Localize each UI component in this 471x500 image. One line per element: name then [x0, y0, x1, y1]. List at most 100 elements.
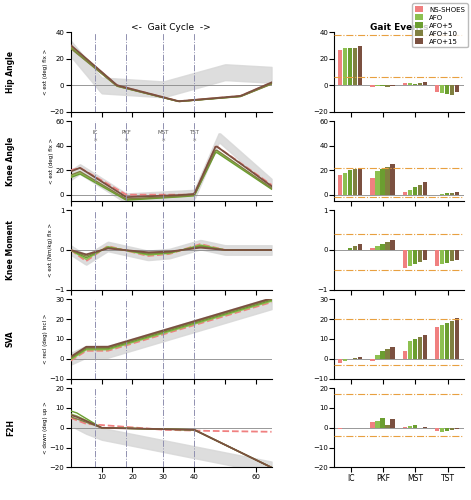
Bar	[385, 349, 390, 358]
Bar	[423, 182, 427, 194]
Y-axis label: < ext (deg) flx >: < ext (deg) flx >	[49, 138, 54, 184]
Bar	[408, 250, 412, 266]
Bar	[375, 355, 380, 358]
Text: Knee Angle: Knee Angle	[6, 136, 15, 186]
Bar	[450, 428, 455, 430]
Bar	[455, 250, 460, 260]
Bar	[370, 422, 374, 428]
Bar	[408, 190, 412, 194]
Y-axis label: < ext (Nm/kg) flx >: < ext (Nm/kg) flx >	[48, 223, 53, 277]
Bar	[408, 426, 412, 428]
Bar	[403, 351, 407, 358]
Bar	[455, 428, 460, 429]
Bar	[343, 172, 347, 195]
Bar	[450, 193, 455, 194]
Bar	[403, 427, 407, 428]
Bar	[358, 357, 362, 358]
Bar	[413, 250, 417, 264]
Bar	[375, 246, 380, 250]
Bar	[385, 425, 390, 428]
Bar	[370, 178, 374, 194]
Bar	[348, 170, 352, 194]
Bar	[440, 428, 445, 432]
Bar	[338, 428, 342, 429]
Bar	[450, 86, 455, 94]
Bar	[348, 48, 352, 86]
Text: SVA: SVA	[6, 330, 15, 347]
Bar	[375, 421, 380, 428]
Legend: NS-SHOES, AFO, AFO+5, AFO+10, AFO+15: NS-SHOES, AFO, AFO+5, AFO+10, AFO+15	[412, 4, 468, 48]
Bar	[440, 86, 445, 94]
Bar	[440, 325, 445, 358]
Bar	[403, 250, 407, 268]
Bar	[408, 84, 412, 86]
Bar	[418, 185, 422, 194]
Bar	[390, 240, 395, 250]
Bar	[385, 166, 390, 194]
Bar	[435, 327, 439, 358]
Text: Hip Angle: Hip Angle	[6, 51, 15, 93]
Y-axis label: < recl (deg) incl >: < recl (deg) incl >	[43, 314, 48, 364]
Bar	[381, 244, 385, 250]
Bar	[445, 86, 449, 94]
Bar	[423, 82, 427, 86]
Bar	[390, 419, 395, 428]
Bar	[338, 50, 342, 86]
Bar	[418, 84, 422, 86]
Text: *: *	[125, 138, 128, 143]
Bar	[455, 86, 460, 92]
Text: Knee Moment: Knee Moment	[6, 220, 15, 280]
Bar	[418, 250, 422, 262]
Bar	[435, 86, 439, 92]
Bar	[338, 358, 342, 362]
Bar	[450, 321, 455, 358]
Text: IC: IC	[93, 130, 98, 135]
Bar	[418, 337, 422, 358]
Bar	[338, 175, 342, 195]
Y-axis label: < down (deg) up >: < down (deg) up >	[43, 402, 48, 454]
Bar	[390, 347, 395, 358]
Bar	[370, 248, 374, 250]
Text: *: *	[162, 138, 165, 143]
Text: F2H: F2H	[6, 420, 15, 436]
Title: <-  Gait Cycle  ->: <- Gait Cycle ->	[131, 22, 211, 32]
Bar	[423, 335, 427, 358]
Bar	[358, 168, 362, 194]
Bar	[358, 244, 362, 250]
Bar	[353, 246, 357, 250]
Bar	[375, 172, 380, 194]
Bar	[423, 250, 427, 260]
Bar	[440, 250, 445, 264]
Text: TST: TST	[189, 130, 199, 135]
Bar	[445, 428, 449, 431]
Bar	[385, 242, 390, 250]
Text: PKF: PKF	[122, 130, 131, 135]
Bar	[348, 248, 352, 250]
Bar	[450, 250, 455, 261]
Bar	[445, 250, 449, 262]
Bar	[403, 83, 407, 86]
Bar	[343, 358, 347, 360]
Bar	[370, 358, 374, 360]
Bar	[455, 318, 460, 358]
Bar	[381, 351, 385, 358]
Bar	[413, 339, 417, 358]
Bar	[413, 188, 417, 194]
Bar	[358, 46, 362, 86]
Bar	[423, 427, 427, 428]
Bar	[455, 192, 460, 194]
Bar	[353, 169, 357, 194]
Bar	[445, 323, 449, 358]
Text: MST: MST	[158, 130, 169, 135]
Text: *: *	[94, 138, 97, 143]
Title: Gait Events: Gait Events	[370, 22, 429, 32]
Y-axis label: < ext (deg) flx >: < ext (deg) flx >	[43, 49, 48, 96]
Bar	[403, 192, 407, 194]
Bar	[390, 164, 395, 194]
Bar	[353, 48, 357, 86]
Bar	[435, 428, 439, 431]
Bar	[413, 84, 417, 86]
Text: *: *	[193, 138, 196, 143]
Bar	[408, 341, 412, 358]
Bar	[381, 418, 385, 428]
